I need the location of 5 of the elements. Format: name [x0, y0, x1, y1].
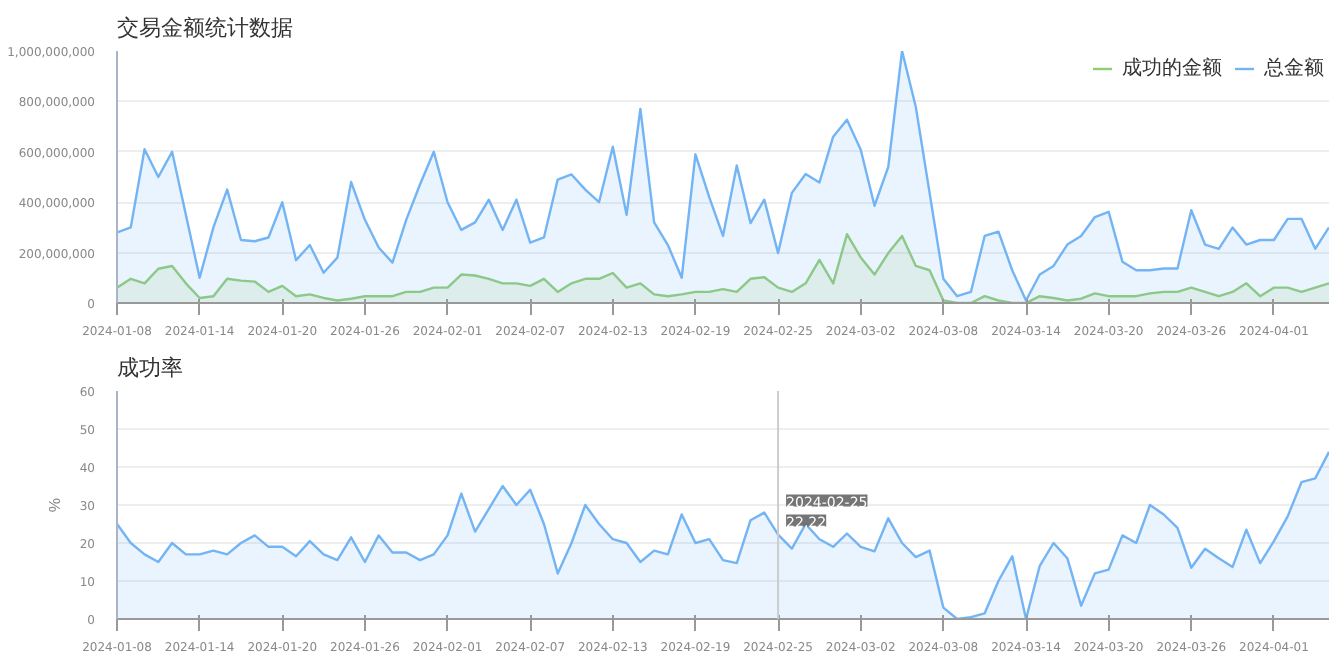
- y-axis-title: %: [45, 497, 64, 513]
- legend-label: 总金额: [1264, 55, 1324, 82]
- chart-title: 交易金额统计数据: [117, 15, 293, 41]
- legend-label: 成功的金额: [1122, 55, 1222, 82]
- chart-title: 成功率: [117, 355, 183, 381]
